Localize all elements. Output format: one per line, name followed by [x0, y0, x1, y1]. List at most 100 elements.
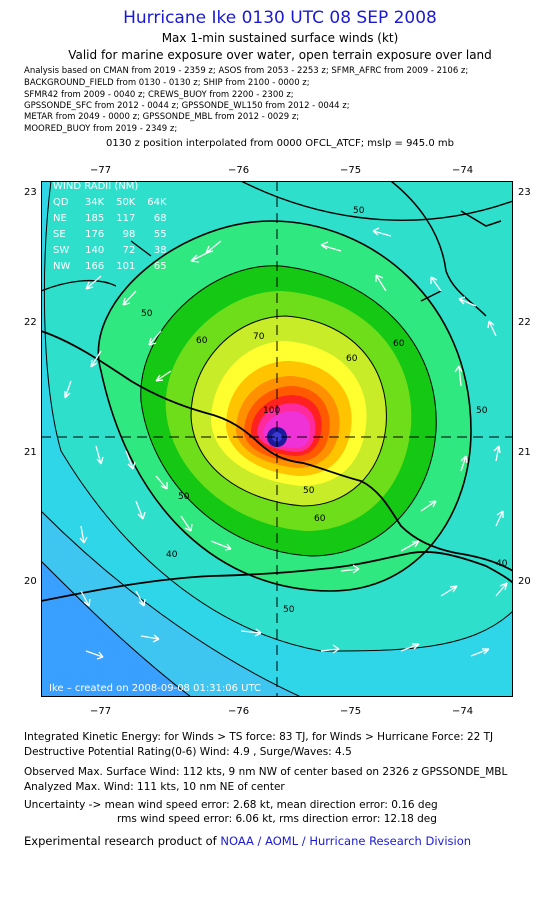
wind-arrow	[440, 585, 458, 597]
lat-tick-left: 20	[24, 576, 37, 587]
lon-tick-top: −75	[340, 165, 362, 176]
lat-tick-right: 22	[518, 317, 531, 328]
wind-arrow	[454, 365, 463, 387]
lon-tick-top: −74	[452, 165, 474, 176]
contour-label: 50	[178, 492, 190, 502]
cuba-north-coast	[41, 330, 513, 572]
uncertainty-line: Uncertainty -> mean wind speed error: 2.…	[24, 799, 438, 811]
wind-radii-cell: 176	[85, 229, 105, 240]
wind-arrow	[320, 644, 340, 654]
wind-radii-cell: 68	[153, 213, 167, 224]
wind-radii-col-row: QD 34K 50K 64K	[53, 195, 167, 211]
wind-arrow	[495, 582, 508, 597]
wind-radii-col: 50K	[116, 197, 136, 208]
wind-arrow	[460, 455, 468, 472]
contour-40	[43, 181, 513, 652]
wind-arrow	[64, 380, 72, 399]
wind-radii-cell: 55	[153, 229, 167, 240]
wind-arrow	[135, 500, 146, 520]
wind-arrow	[420, 500, 437, 512]
wind-arrow	[400, 643, 420, 652]
created-stamp: Ike – created on 2008-09-08 01:31:06 UTC	[49, 683, 262, 694]
wind-radii-cell: SW	[53, 245, 70, 256]
subtitle-exposure: Valid for marine exposure over water, op…	[68, 48, 492, 62]
wind-radii-cell: NE	[53, 213, 67, 224]
ike-line: Integrated Kinetic Energy: for Winds > T…	[24, 731, 494, 743]
analysis-line: METAR from 2049 - 0000 z; GPSSONDE_MBL f…	[24, 112, 300, 122]
contour-label: 50	[303, 486, 315, 496]
wind-radii-row: SW 140 72 38	[53, 243, 167, 259]
dpr-line: Destructive Potential Rating(0-6) Wind: …	[24, 746, 352, 758]
wind-arrow	[430, 276, 442, 292]
lon-tick-bottom: −75	[340, 706, 362, 717]
wind-arrow	[148, 330, 162, 346]
wind-arrow	[458, 296, 477, 307]
wind-arrow	[90, 350, 102, 368]
wind-arrow	[155, 475, 168, 490]
wind-arrow	[210, 540, 232, 551]
wind-radii-cell: 166	[85, 261, 105, 272]
contour-label: 70	[253, 332, 265, 342]
wind-radii-cell: 65	[153, 261, 167, 272]
contour-label: 50	[141, 309, 153, 319]
wind-arrow	[495, 510, 504, 527]
contour-30	[41, 560, 192, 697]
analysis-line: Analysis based on CMAN from 2019 - 2359 …	[24, 66, 469, 76]
wind-radii-row: NW 166 101 65	[53, 259, 167, 275]
wind-arrow	[85, 275, 102, 290]
contour-60	[140, 265, 437, 557]
contour-label: 100	[263, 406, 280, 416]
lat-tick-left: 21	[24, 447, 37, 458]
wind-arrow	[372, 227, 392, 237]
wind-arrow	[85, 650, 104, 660]
analysis-line: BACKGROUND_FIELD from 0130 - 0130 z; SHI…	[24, 78, 310, 88]
credit-prefix: Experimental research product of	[24, 834, 221, 848]
lon-tick-top: −77	[90, 165, 112, 176]
contour-40-north	[240, 181, 513, 221]
uncertainty-rms-line: rms wind speed error: 6.06 kt, rms direc…	[117, 813, 437, 825]
position-line: 0130 z position interpolated from 0000 O…	[106, 138, 454, 149]
subtitle-units: Max 1-min sustained surface winds (kt)	[161, 31, 399, 45]
analyzed-max-line: Analyzed Max. Wind: 111 kts, 10 nm NE of…	[24, 781, 285, 793]
wind-arrow	[180, 515, 193, 532]
wind-arrow	[155, 370, 172, 382]
wind-arrow	[340, 564, 360, 574]
wind-radii-cell: 185	[85, 213, 105, 224]
hrd-link[interactable]: NOAA / AOML / Hurricane Research Divisio…	[220, 834, 472, 848]
wind-radii-col: 64K	[147, 197, 167, 208]
lat-tick-right: 21	[518, 447, 531, 458]
contour-35	[41, 510, 302, 697]
wind-radii-col: 34K	[84, 197, 105, 208]
contour-label: 60	[314, 514, 326, 524]
wind-arrow	[79, 525, 88, 544]
lat-tick-right: 20	[518, 576, 531, 587]
wind-radii-cell: 117	[116, 213, 136, 224]
analysis-line: GPSSONDE_SFC from 2012 - 0044 z; GPSSOND…	[24, 101, 350, 111]
wind-arrow	[95, 445, 104, 465]
analysis-line: MOORED_BUOY from 2019 - 2349 z;	[24, 124, 178, 134]
wind-radii-cell: NW	[53, 261, 71, 272]
lon-tick-bottom: −74	[452, 706, 474, 717]
wind-radii-table: WIND RADII (NM) QD 34K 50K 64K NE 185 11…	[53, 179, 167, 275]
contour-50	[97, 220, 472, 592]
lon-tick-bottom: −77	[90, 706, 112, 717]
wind-arrow	[320, 241, 342, 252]
wind-arrow	[470, 648, 490, 657]
wind-arrow	[400, 540, 420, 552]
wind-field-map: 50 60 70 100 60 50 50 40 40 60 50 50 60 …	[41, 181, 513, 697]
lon-tick-bottom: −76	[228, 706, 250, 717]
wind-radii-cell: 72	[122, 245, 136, 256]
bahamas-coast	[390, 181, 502, 317]
wind-radii-cell: 38	[153, 245, 167, 256]
wind-arrow	[122, 290, 137, 306]
wind-arrow	[125, 450, 136, 470]
analysis-line: SFMR42 from 2009 - 0040 z; CREWS_BUOY fr…	[24, 90, 294, 100]
wind-radii-col: QD	[53, 197, 69, 208]
contour-label: 60	[346, 354, 358, 364]
lat-tick-left: 23	[24, 187, 37, 198]
lat-tick-right: 23	[518, 187, 531, 198]
lat-tick-left: 22	[24, 317, 37, 328]
lon-tick-top: −76	[228, 165, 250, 176]
wind-radii-row: NE 185 117 68	[53, 211, 167, 227]
observed-max-line: Observed Max. Surface Wind: 112 kts, 9 n…	[24, 766, 508, 778]
